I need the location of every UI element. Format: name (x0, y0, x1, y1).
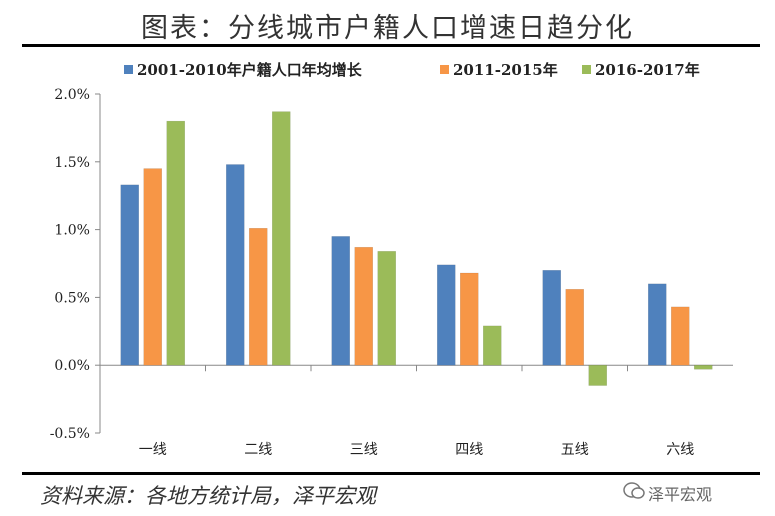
y-tick-label: 1.5% (54, 155, 90, 171)
bar (671, 306, 690, 366)
y-tick-label: 1.0% (54, 223, 90, 239)
bar (542, 270, 561, 366)
watermark: 泽平宏观 (648, 485, 713, 504)
legend-swatch (124, 65, 133, 74)
bar (565, 289, 584, 366)
bar (272, 111, 291, 366)
chart-title: 图表：分线城市户籍人口增速日趋分化 (141, 13, 634, 44)
bar (377, 251, 396, 366)
bottom-rule (22, 472, 760, 475)
top-rule (22, 44, 760, 47)
x-tick-label: 六线 (666, 442, 694, 458)
x-tick-label: 四线 (455, 442, 483, 458)
bar (226, 164, 245, 366)
legend-label: 2001-2010年户籍人口年均增长 (137, 61, 363, 79)
bar (483, 325, 502, 366)
bar-chart: 2001-2010年户籍人口年均增长 2011-2015年 2016-2017年 2.… (50, 61, 733, 458)
legend-label: 2011-2015年 (453, 61, 558, 79)
bar (331, 236, 350, 366)
legend-swatch (582, 65, 591, 74)
bar (437, 264, 456, 366)
source-note: 资料来源：各地方统计局，泽平宏观 (40, 484, 376, 508)
y-tick-label: 0.5% (54, 290, 90, 306)
x-tick-label: 五线 (561, 442, 589, 458)
bar (648, 283, 667, 366)
wechat-icon (623, 482, 645, 499)
y-tick-label: 0.0% (54, 358, 90, 374)
y-tick-label: -0.5% (50, 426, 90, 442)
legend-label: 2016-2017年 (595, 61, 700, 79)
bar (694, 364, 713, 370)
y-tick-label: 2.0% (54, 87, 90, 103)
bar (354, 246, 373, 366)
bar (166, 120, 185, 366)
x-tick-label: 一线 (139, 442, 167, 458)
bar (588, 364, 607, 386)
bar (460, 272, 479, 366)
bar (143, 168, 162, 366)
bar (120, 184, 139, 366)
legend-swatch (440, 65, 449, 74)
x-tick-label: 二线 (244, 442, 272, 458)
bar (249, 227, 268, 366)
x-tick-label: 三线 (350, 442, 378, 458)
